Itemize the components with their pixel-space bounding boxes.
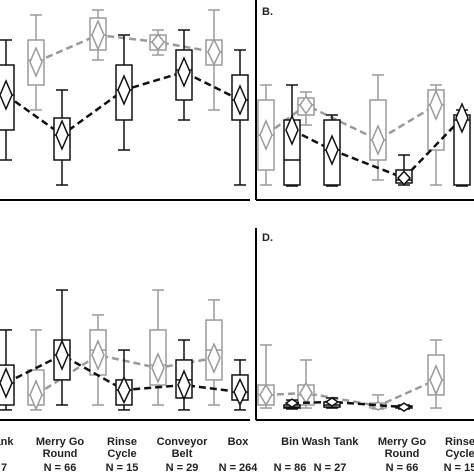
panel-title: D.: [262, 232, 273, 244]
mean-line: [265, 378, 437, 408]
mean-diamond: [151, 33, 165, 51]
x-tick-label: Box: [228, 436, 250, 448]
mean-diamond: [177, 56, 191, 88]
mean-diamond: [396, 402, 412, 412]
mean-diamond: [284, 398, 300, 408]
n-label: N = 27: [314, 462, 347, 474]
n-label: N = 15: [444, 462, 474, 474]
mean-diamond: [429, 89, 443, 121]
x-tick-label: Conveyor: [157, 436, 208, 448]
mean-diamond: [455, 102, 469, 134]
mean-diamond: [299, 95, 313, 115]
mean-diamond: [285, 114, 299, 146]
x-tick-label: Belt: [172, 448, 193, 460]
n-label: N = 15: [106, 462, 139, 474]
n-label: N = 264: [219, 462, 259, 474]
n-label: N = 86: [274, 462, 307, 474]
n-label: N = 66: [44, 462, 77, 474]
panel-title: B.: [262, 6, 273, 18]
x-tick-label: Cycle: [445, 448, 474, 460]
mean-line: [291, 400, 405, 409]
mean-diamond: [207, 342, 221, 374]
n-label: N = 29: [166, 462, 199, 474]
x-tick-label: Merry Go: [36, 436, 85, 448]
mean-diamond: [117, 375, 131, 405]
mean-diamond: [396, 170, 412, 186]
x-tick-label: Wash Tank: [302, 436, 360, 448]
mean-diamond: [177, 369, 191, 401]
x-tick-label: Cycle: [107, 448, 136, 460]
mean-diamond: [29, 379, 43, 411]
mean-diamond: [233, 377, 247, 407]
x-tick-label: Bin: [281, 436, 299, 448]
mean-diamond: [91, 19, 105, 51]
mean-line: [291, 117, 463, 180]
mean-diamond: [91, 339, 105, 371]
x-tick-label: Rinse: [107, 436, 137, 448]
x-tick-label: ank: [0, 436, 14, 448]
mean-diamond: [259, 383, 273, 407]
mean-line: [35, 33, 215, 64]
x-tick-label: Round: [385, 448, 420, 460]
n-label: 7: [1, 462, 7, 474]
mean-diamond: [55, 119, 69, 151]
mean-diamond: [233, 84, 247, 116]
mean-diamond: [0, 79, 13, 111]
mean-diamond: [55, 339, 69, 371]
mean-diamond: [207, 37, 221, 67]
n-label: N = 66: [386, 462, 419, 474]
mean-diamond: [429, 364, 443, 396]
mean-diamond: [117, 74, 131, 106]
mean-diamond: [371, 124, 385, 156]
x-tick-label: Rinse: [445, 436, 474, 448]
mean-diamond: [324, 397, 340, 407]
x-tick-label: Merry Go: [378, 436, 427, 448]
mean-diamond: [0, 367, 13, 399]
mean-diamond: [151, 352, 165, 384]
mean-diamond: [29, 46, 43, 78]
mean-diamond: [259, 119, 273, 151]
x-tick-label: Round: [43, 448, 78, 460]
mean-diamond: [325, 134, 339, 166]
